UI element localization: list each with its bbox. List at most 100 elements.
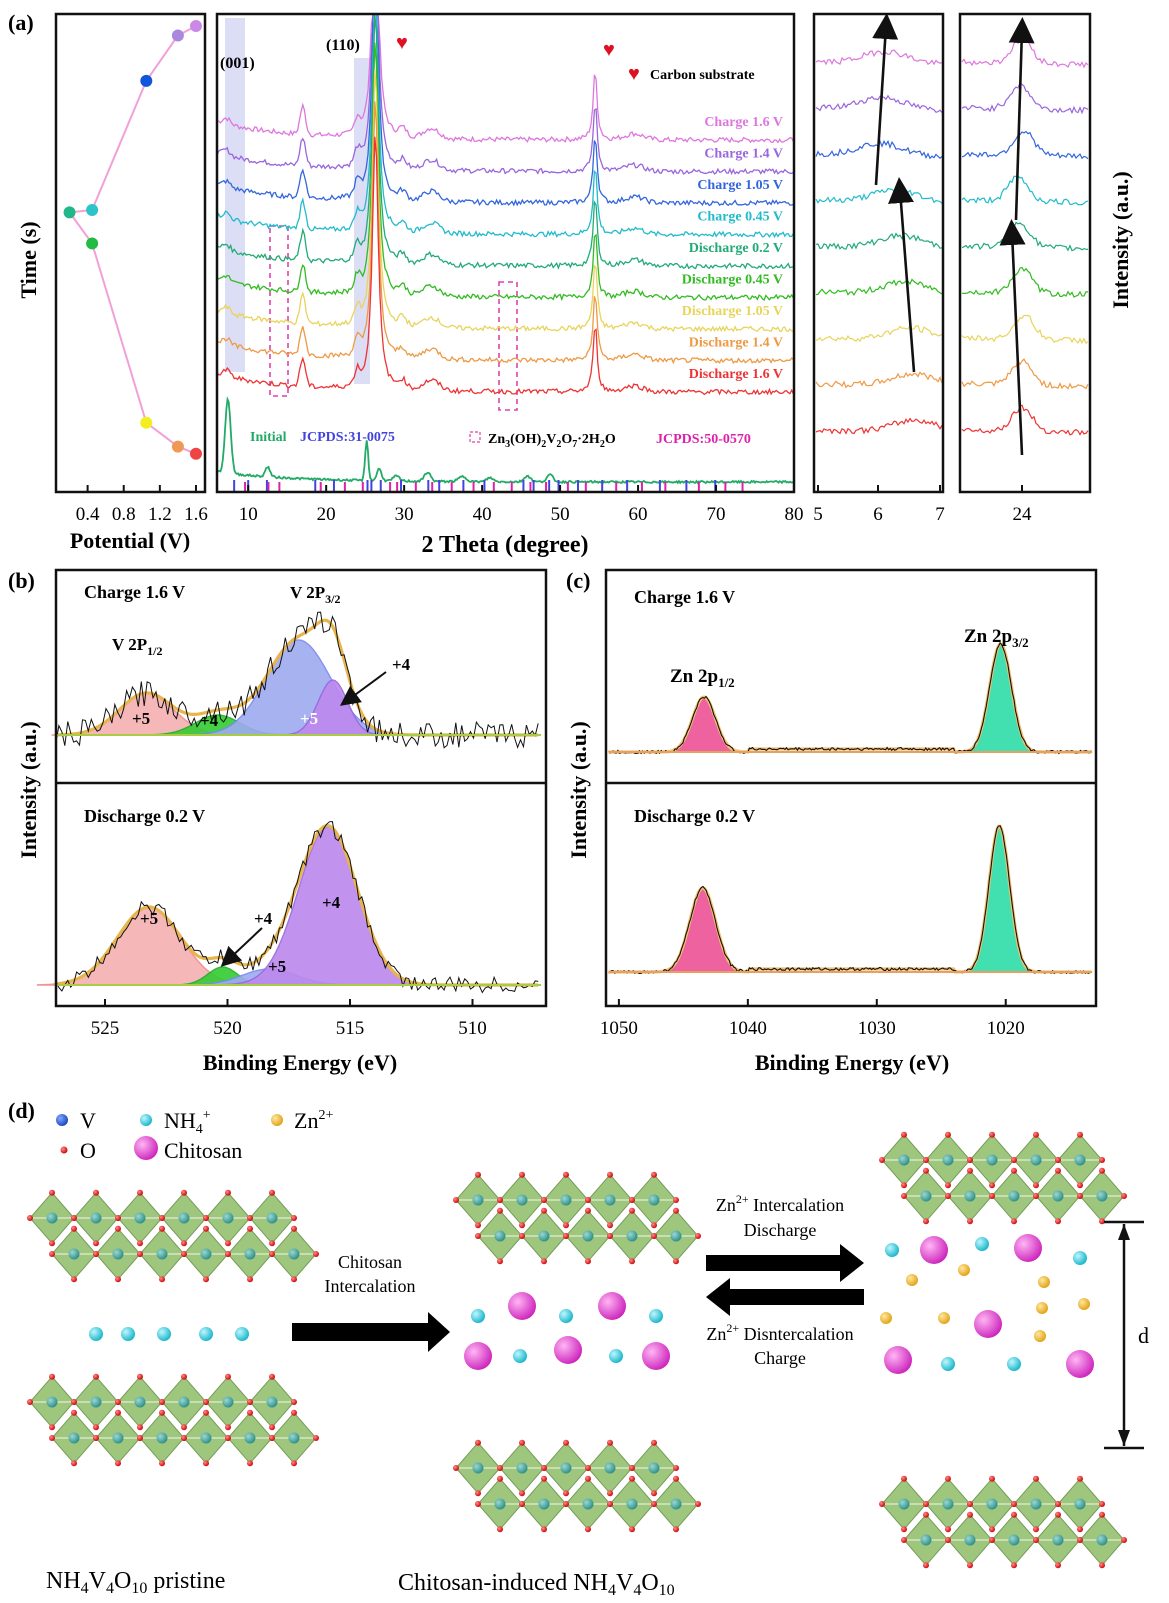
vanadium-atom [626, 1230, 638, 1242]
oxygen-atom [93, 1251, 99, 1257]
oxygen-atom [1011, 1218, 1017, 1225]
oxygen-atom [49, 1251, 55, 1257]
oxygen-atom [607, 1233, 613, 1239]
chitosan-molecule [974, 1310, 1002, 1338]
oxygen-atom [497, 1197, 503, 1203]
zn-peak-box-1 [269, 225, 289, 397]
oxygen-atom [49, 1435, 55, 1441]
spacing-label: d [1138, 1323, 1149, 1348]
zn2p-bottom-title: Discharge 0.2 V [634, 806, 755, 826]
oxygen-atom [629, 1258, 635, 1265]
nh4-ion [89, 1327, 103, 1341]
vanadium-atom [200, 1248, 212, 1260]
legend-v-dot [56, 1114, 68, 1126]
vanadium-atom [156, 1432, 168, 1444]
vanadium-atom [648, 1462, 660, 1474]
zoom-series-line [961, 81, 1089, 115]
series-label: Discharge 0.2 V [689, 241, 783, 256]
chitosan-molecule [598, 1292, 626, 1320]
oxygen-atom [49, 1373, 55, 1380]
vanadium-atom [156, 1248, 168, 1260]
zoom-series-line [961, 266, 1089, 298]
vanadium-atom [472, 1194, 484, 1206]
oxygen-atom [115, 1460, 121, 1467]
oxygen-atom [181, 1251, 187, 1257]
zinc-ion [1034, 1330, 1046, 1342]
oxygen-atom [901, 1537, 907, 1543]
oxygen-atom [137, 1435, 143, 1441]
oxygen-atom [519, 1233, 525, 1239]
oxygen-atom [203, 1215, 209, 1221]
nh4-ion [885, 1243, 899, 1257]
oxygen-atom [203, 1409, 209, 1416]
oxygen-atom [1011, 1167, 1017, 1174]
vanadium-atom [964, 1190, 976, 1202]
zinc-ion [1036, 1302, 1048, 1314]
xps-v2p-frame [54, 568, 548, 1008]
zinc-ion [880, 1312, 892, 1324]
nh4-ion [941, 1357, 955, 1371]
oxygen-atom [629, 1475, 635, 1482]
raw-spectrum [55, 820, 539, 994]
series-label: Charge 1.6 V [704, 115, 783, 130]
data-point [189, 447, 202, 460]
state-label: +4 [200, 711, 219, 730]
oxygen-atom [651, 1233, 657, 1239]
vanadium-atom [112, 1248, 124, 1260]
x-tick-label: 1050 [600, 1018, 638, 1039]
vanadium-atom [1030, 1154, 1042, 1166]
peak-label-110: (110) [326, 37, 360, 54]
vanadium-atom [560, 1194, 572, 1206]
series-label: Charge 1.05 V [697, 178, 783, 193]
xrd-series-line [216, 101, 794, 365]
vanadium-atom [626, 1498, 638, 1510]
vanadium-atom [112, 1432, 124, 1444]
oxygen-atom [901, 1475, 907, 1482]
oxygen-atom [673, 1207, 679, 1214]
chitosan-molecule [1066, 1350, 1094, 1378]
zn2p32-label: Zn 2p3/2 [964, 626, 1029, 650]
zoom-high-frame [958, 12, 1092, 494]
oxygen-atom [1055, 1511, 1061, 1518]
vanadium-atom [560, 1462, 572, 1474]
oxygen-atom [159, 1215, 165, 1221]
zoom-series-line [815, 417, 943, 435]
vanadium-atom [898, 1498, 910, 1510]
oxygen-atom [225, 1373, 231, 1380]
oxygen-atom [497, 1526, 503, 1533]
oxygen-atom [585, 1207, 591, 1214]
zoom-series-line [961, 221, 1089, 252]
oxygen-atom [541, 1197, 547, 1203]
vanadium-atom [200, 1432, 212, 1444]
xrd-series-line [216, 136, 794, 396]
zoom-series-line [961, 37, 1089, 69]
data-point [140, 416, 153, 429]
nh4-ion [121, 1327, 135, 1341]
xps-zn2p-plot: Charge 1.6 V Zn 2p1/2 Zn 2p3/2 Discharge… [566, 568, 1098, 1075]
nh4-ion [559, 1309, 573, 1323]
oxygen-atom [923, 1511, 929, 1518]
xrd-series-line [216, 13, 794, 176]
oxygen-atom [945, 1193, 951, 1199]
vanadium-atom [516, 1194, 528, 1206]
oxygen-atom [1077, 1182, 1083, 1189]
xrd-xlabel: 2 Theta (degree) [421, 532, 588, 558]
oxygen-atom [1099, 1157, 1105, 1163]
raw-spectrum [608, 825, 1092, 975]
oxygen-atom [607, 1439, 613, 1446]
nh4-ion [471, 1309, 485, 1323]
oxygen-atom [71, 1215, 77, 1221]
charge-arrow [706, 1278, 864, 1316]
x-tick-label: 6 [873, 504, 883, 525]
shift-arrow [999, 219, 1026, 456]
nh4-ion [235, 1327, 249, 1341]
data-point [171, 29, 184, 42]
nh4-ion [1007, 1357, 1021, 1371]
oxygen-atom [923, 1218, 929, 1225]
vanadium-atom [942, 1154, 954, 1166]
oxygen-atom [49, 1189, 55, 1196]
vanadium-atom [1074, 1154, 1086, 1166]
caption-pristine: NH4V4O10 pristine [46, 1568, 225, 1597]
x-tick-label: 520 [213, 1018, 242, 1039]
